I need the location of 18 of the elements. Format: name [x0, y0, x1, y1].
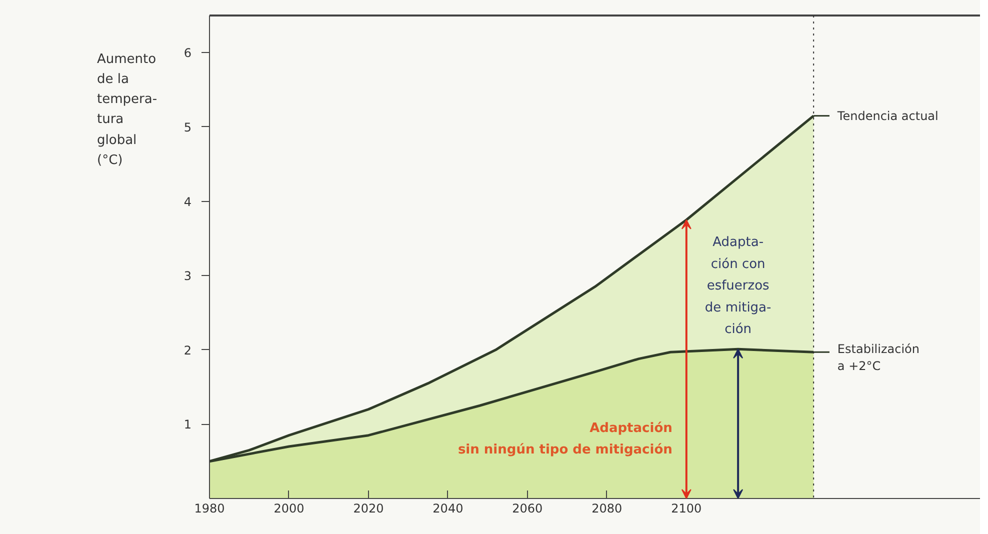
x-tick-label: 1980 — [194, 502, 225, 516]
y-tick-label: 3 — [184, 269, 192, 284]
x-tick-label: 2000 — [274, 502, 304, 516]
legend-label: Estabilización a +2°C — [837, 342, 920, 373]
x-tick-label: 2040 — [432, 502, 464, 516]
y-tick-label: 4 — [184, 194, 192, 209]
x-tick-label: 2080 — [592, 502, 622, 516]
x-tick-label: 2020 — [353, 502, 384, 516]
annotation: Adaptación sin ningún tipo de mitigación — [458, 420, 672, 458]
y-tick-label: 5 — [184, 120, 192, 134]
y-tick-label: 2 — [184, 343, 192, 358]
annotation: Adapta- ción con esfuerzos de mitiga- ción — [704, 235, 772, 338]
y-axis-title: Aumento de la tempera- tura global (°C) — [97, 51, 158, 170]
x-tick-label: 2060 — [512, 502, 543, 516]
x-tick-label: 2100 — [671, 502, 702, 516]
legend-label: Tendencia actual — [836, 108, 938, 123]
y-tick-label: 6 — [184, 46, 192, 60]
y-tick-label: 1 — [184, 418, 192, 432]
